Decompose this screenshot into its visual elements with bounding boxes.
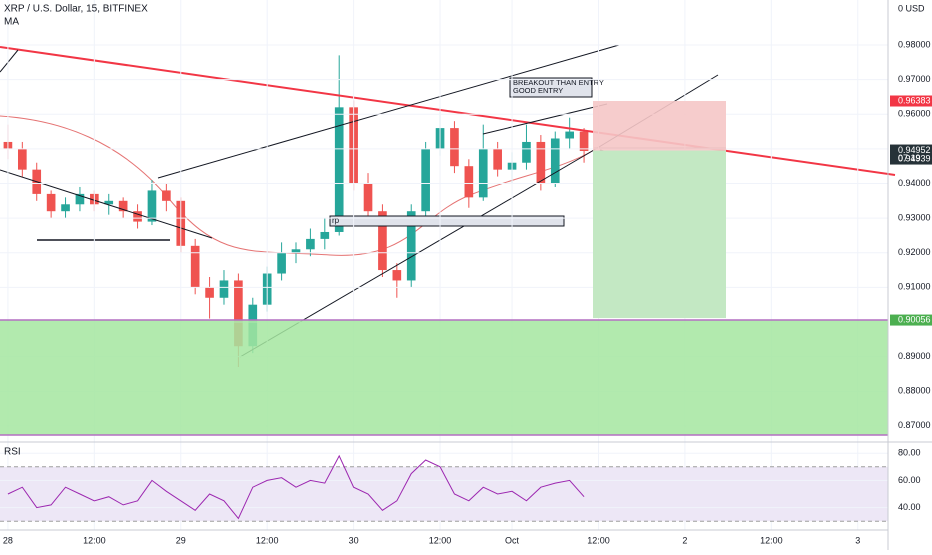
price-label: 0.96383 [898,95,931,105]
x-tick-label: 29 [176,535,186,545]
trend-line [0,46,896,176]
y-tick-label: 0.97000 [898,74,931,84]
trend-line [482,103,608,135]
annotation: GOOD ENTRY [513,86,563,95]
x-tick-label: 12:00 [587,535,610,545]
y-tick-label: 0.92000 [898,247,931,257]
candle-body [133,211,142,222]
candle-body [536,141,546,184]
y-tick-label: 0.87000 [898,420,931,430]
x-tick-label: 12:00 [256,535,279,545]
x-tick-label: 2 [682,535,687,545]
candle-body [205,287,214,298]
candle-body [118,200,128,212]
candle-body [277,252,286,274]
candle-body [450,128,459,167]
zone-box [329,215,565,227]
y-tick-label: 0.88000 [898,386,931,396]
candle-body [522,141,531,163]
x-tick-label: 28 [3,535,13,545]
price-label: 0.94952 [898,145,931,155]
candle-body [104,200,114,205]
stop-zone [593,100,726,151]
zone-label: rp [332,216,340,225]
rsi-tick-label: 60.00 [898,475,921,485]
currency-label: 0 USD [898,3,925,13]
candle-body [18,148,27,170]
candle-body [378,211,387,271]
x-tick-label: 30 [349,535,359,545]
candle-body [162,190,171,201]
x-tick-label: 3 [855,535,860,545]
candle-body [75,193,85,205]
candle-body [291,249,301,253]
x-tick-label: Oct [505,535,520,545]
candle-body [219,280,229,298]
trend-line [0,49,19,73]
candle-body [334,107,344,232]
x-tick-label: 12:00 [429,535,452,545]
candle-body [406,211,416,281]
indicator-label: MA [4,17,19,28]
y-tick-label: 0.89000 [898,351,931,361]
x-tick-label: 12:00 [760,535,783,545]
price-label: 0.94939 [898,153,931,163]
annotation: BREAKOUT THAN ENTRY [513,78,604,87]
target-zone [593,150,726,319]
candle-body [493,148,502,170]
candle-body [421,148,430,212]
trend-line [0,169,213,239]
rsi-band [0,466,888,522]
candle-body [565,131,574,139]
candle-body [190,245,200,288]
y-tick-label: 0.91000 [898,282,931,292]
candle-body [464,166,474,198]
candle-body [46,193,56,212]
candle-body [320,231,330,239]
candle-body [61,204,70,212]
rsi-tick-label: 80.00 [898,448,921,458]
countdown: 07:19 [898,153,921,163]
rsi-label: RSI [4,447,21,458]
price-label: 0.90056 [898,314,931,324]
y-tick-label: 0.93000 [898,213,931,223]
chart-title: XRP / U.S. Dollar, 15, BITFINEX [4,4,148,15]
annotation-box [509,77,593,98]
price-label-box [890,153,932,165]
demand-zone [0,320,888,435]
candle-body [478,148,488,198]
rsi-line [7,454,585,520]
price-label-box [890,95,932,107]
y-tick-label: 0.94000 [898,178,931,188]
y-tick-label: 0.98000 [898,39,931,49]
x-tick-label: 12:00 [83,535,106,545]
y-tick-label: 0.96000 [898,109,931,119]
candle-body [579,131,589,151]
candle-body [234,280,243,347]
candle-body [147,190,157,222]
candle-body [306,238,315,250]
candle-body [392,270,402,281]
price-label-box [890,314,932,326]
rsi-tick-label: 40.00 [898,502,921,512]
candle-body [550,138,560,184]
candle-body [363,183,373,212]
trend-line [157,44,620,179]
